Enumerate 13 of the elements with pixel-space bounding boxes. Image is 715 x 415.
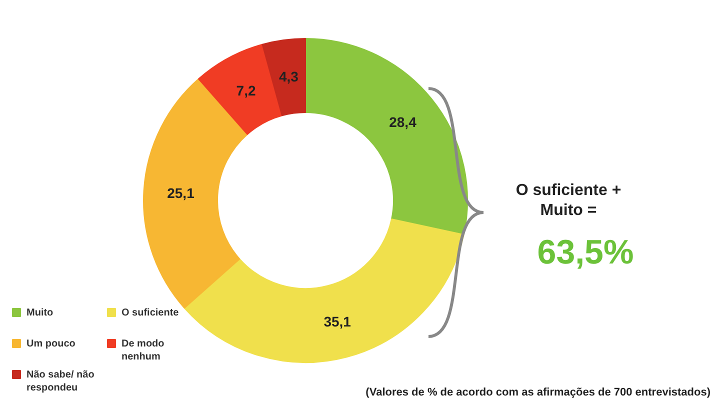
text: O suficiente + Muito = xyxy=(516,182,622,220)
legend-label: Um pouco xyxy=(26,338,76,350)
data-label: 4,3 xyxy=(278,68,299,85)
text: 63,5% xyxy=(537,234,634,272)
data-label: 28,4 xyxy=(389,114,417,130)
legend-label: Muito xyxy=(26,308,54,318)
data-label: 35,1 xyxy=(324,313,352,330)
legend-label: Não sabe/ não respondeu xyxy=(26,370,94,394)
legend-label: De modo nenhum xyxy=(122,338,164,363)
data-label: 25,1 xyxy=(167,184,195,201)
data-label: 7,2 xyxy=(236,82,256,99)
legend-label: O suficiente xyxy=(122,308,180,318)
text: (Valores de % de acordo com as afirmações de 700 entrevistados) xyxy=(366,386,711,398)
